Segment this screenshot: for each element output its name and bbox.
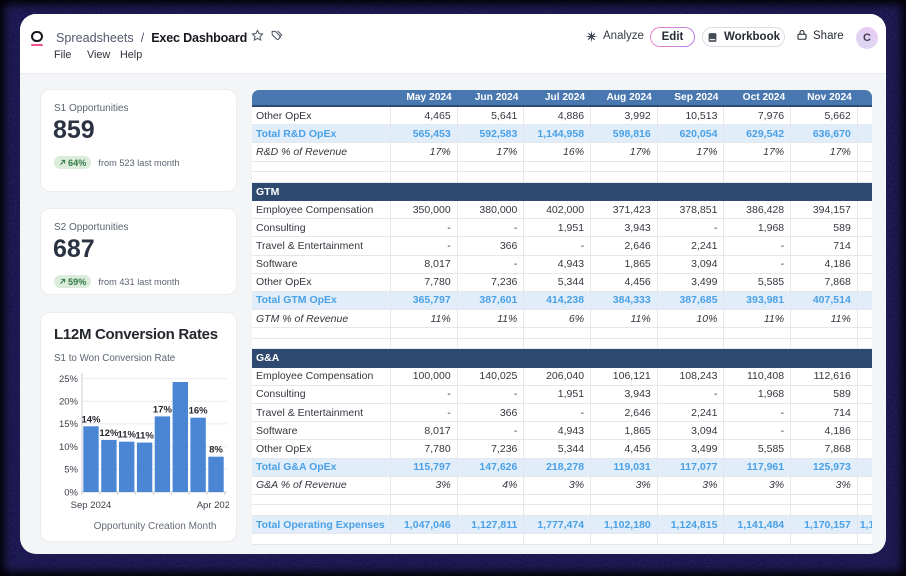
svg-text:12%: 12% — [99, 428, 119, 439]
svg-text:16%: 16% — [189, 406, 209, 417]
svg-text:Opportunity Creation Month: Opportunity Creation Month — [94, 521, 217, 532]
svg-text:25%: 25% — [59, 374, 79, 385]
svg-text:10%: 10% — [59, 442, 79, 453]
svg-text:0%: 0% — [64, 487, 78, 498]
svg-text:17%: 17% — [153, 404, 173, 415]
svg-text:8%: 8% — [209, 445, 223, 456]
svg-text:11%: 11% — [135, 431, 154, 442]
svg-text:Apr 2025: Apr 2025 — [197, 500, 229, 511]
svg-text:Sep 2024: Sep 2024 — [71, 500, 112, 511]
svg-text:14%: 14% — [81, 414, 101, 425]
svg-text:5%: 5% — [64, 464, 78, 475]
svg-text:15%: 15% — [59, 419, 79, 430]
svg-text:11%: 11% — [117, 430, 136, 441]
svg-text:20%: 20% — [59, 397, 79, 408]
